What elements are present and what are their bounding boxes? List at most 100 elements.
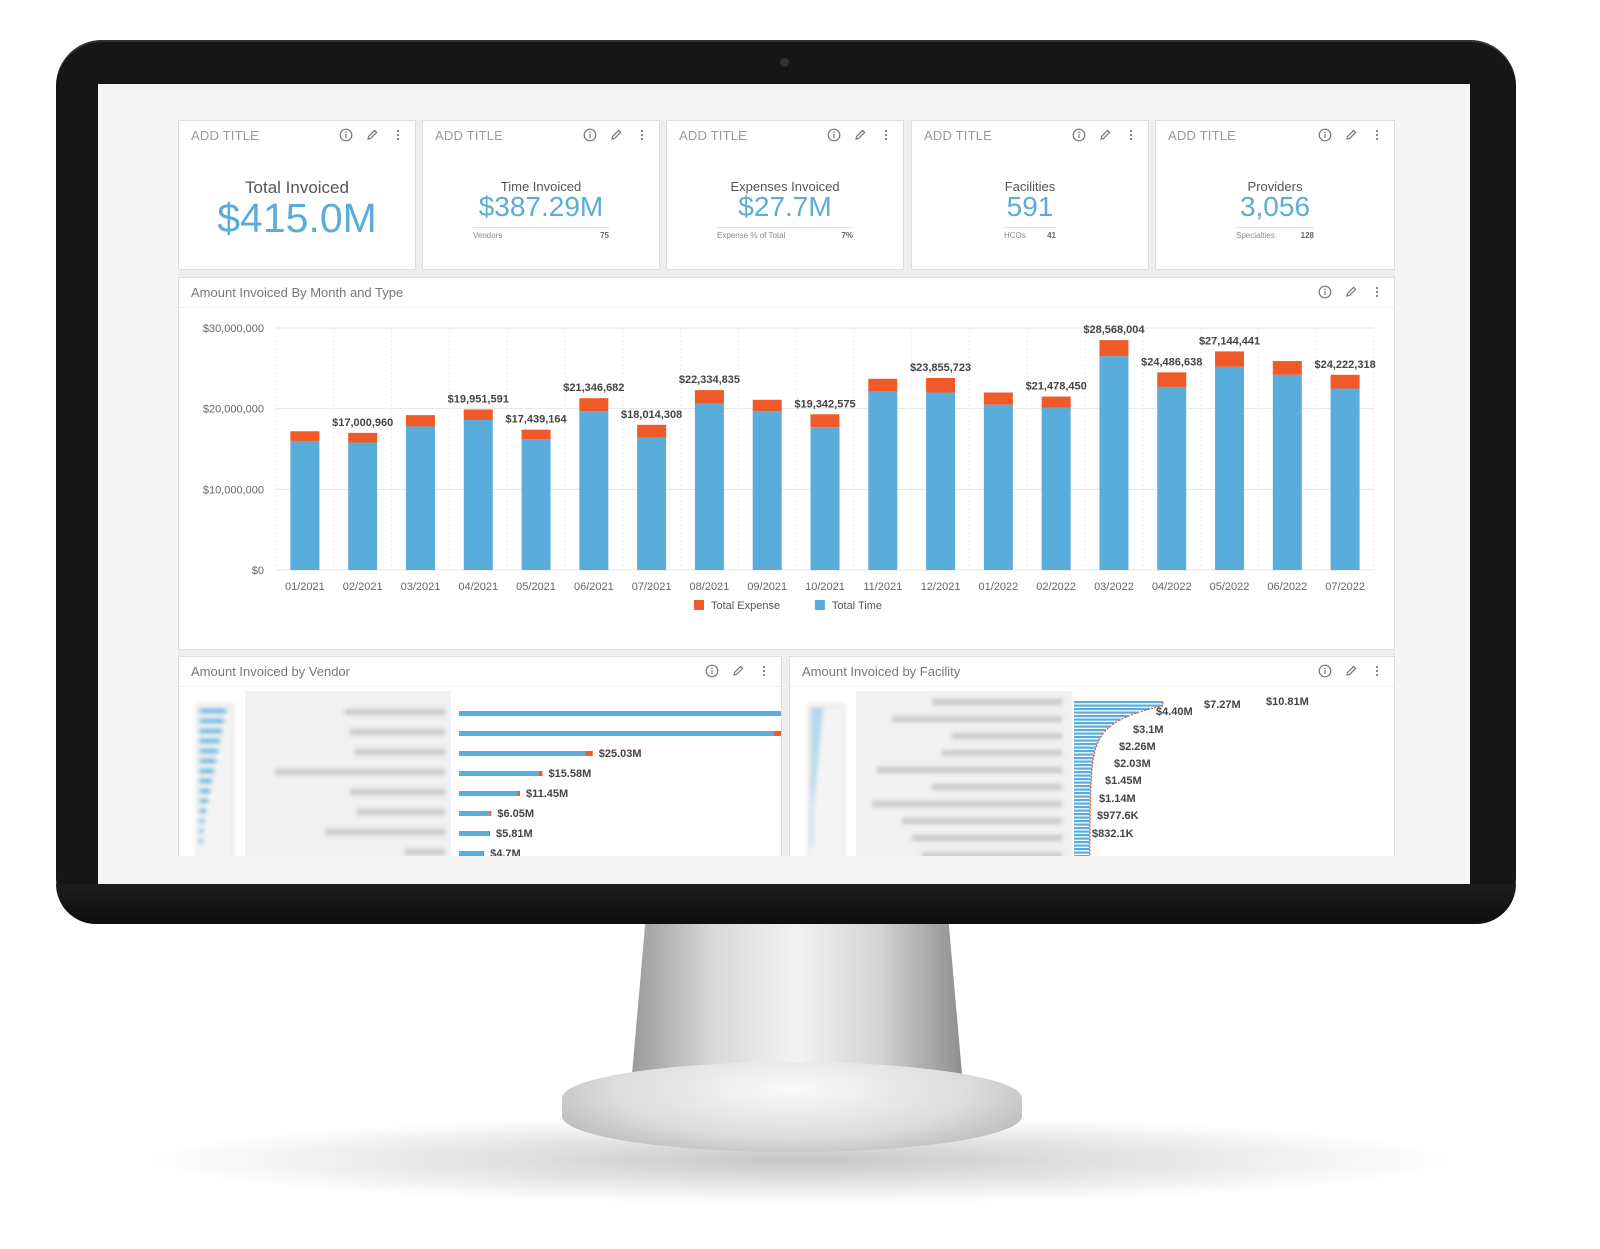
minimap-bar: [811, 754, 819, 756]
minimap-bar: [811, 714, 823, 716]
panel-title[interactable]: Amount Invoiced by Vendor: [191, 664, 350, 679]
pencil-icon[interactable]: [1344, 128, 1358, 142]
facility-horizontal-bar-chart: $10.81M $7.27M $4.40M $3.1M $2.26M $2.03M $1.4…: [807, 691, 1309, 856]
facility-bar: [1074, 764, 1093, 767]
more-vertical-icon[interactable]: [1370, 285, 1384, 299]
minimap-bar: [200, 739, 220, 743]
x-tick-label: 11/2021: [863, 581, 902, 593]
pencil-icon[interactable]: [731, 664, 745, 678]
info-icon[interactable]: [1318, 664, 1332, 678]
facility-bar: [1074, 834, 1090, 837]
bar-total-time: [1157, 386, 1187, 570]
info-icon[interactable]: [1318, 285, 1332, 299]
vendor-bar-expense: [517, 791, 520, 796]
monitor-chin: [56, 884, 1516, 924]
month-stacked-bar-chart: $0 $10,000,000 $20,000,000 $30,000,000 01/20…: [203, 323, 1376, 612]
vendor-navigator-minimap: [196, 704, 234, 856]
facility-name-placeholder: [892, 716, 1062, 722]
vendor-bar-label: $5.81M: [496, 828, 533, 840]
kpi-sub-value: 75: [600, 231, 609, 240]
x-tick-label: 03/2021: [401, 581, 441, 593]
bar-total-expense: [463, 409, 493, 420]
minimap-bar: [811, 839, 813, 841]
info-icon[interactable]: [339, 128, 353, 142]
vendor-bar-time: [459, 711, 781, 716]
blurred-facility-names: [872, 699, 1062, 856]
facility-bar: [1074, 722, 1115, 725]
pencil-icon[interactable]: [1344, 285, 1358, 299]
minimap-bar: [811, 769, 817, 771]
minimap-bar: [200, 789, 210, 793]
pencil-icon[interactable]: [365, 128, 379, 142]
x-tick-label: 06/2022: [1267, 581, 1307, 593]
vendor-name-placeholder: [325, 829, 445, 835]
info-icon[interactable]: [1072, 128, 1086, 142]
panel-actions: [1318, 285, 1384, 299]
kpi-sub-label: Expense % of Total: [717, 231, 786, 240]
kpi-card-title[interactable]: ADD TITLE: [435, 128, 504, 143]
vendor-bar-label: $4.7M: [490, 848, 521, 856]
facility-bar: [1074, 778, 1092, 781]
minimap-bar: [811, 804, 814, 806]
minimap-bar: [811, 774, 817, 776]
facility-bar: [1074, 736, 1101, 739]
pencil-icon[interactable]: [853, 128, 867, 142]
kpi-label: Time Invoiced: [500, 179, 582, 194]
bar-total-expense: [694, 390, 724, 404]
more-vertical-icon[interactable]: [391, 128, 405, 142]
bar-total-time: [868, 391, 898, 570]
pencil-icon[interactable]: [609, 128, 623, 142]
vendor-name-placeholder: [350, 789, 445, 795]
bar-total-time: [1272, 374, 1302, 570]
more-vertical-icon[interactable]: [635, 128, 649, 142]
facility-bar: [1074, 757, 1094, 760]
bar-total-time: [983, 404, 1013, 570]
info-icon[interactable]: [583, 128, 597, 142]
kpi-sub-label: HCOs: [1004, 231, 1026, 240]
facility-bar: [1074, 701, 1163, 704]
vendor-bar-label: $6.05M: [497, 808, 534, 820]
more-vertical-icon[interactable]: [1370, 128, 1384, 142]
facility-bar-label: $2.26M: [1119, 741, 1156, 753]
minimap-bar: [200, 809, 206, 813]
pencil-icon[interactable]: [1098, 128, 1112, 142]
bar-total-expense: [1272, 361, 1302, 375]
minimap-bar: [811, 809, 813, 811]
more-vertical-icon[interactable]: [757, 664, 771, 678]
minimap-bar: [811, 724, 822, 726]
kpi-sub-label: Vendors: [473, 231, 503, 240]
minimap-bar: [200, 749, 218, 753]
kpi-card-title[interactable]: ADD TITLE: [191, 128, 260, 143]
kpi-card-time-invoiced: ADD TITLE Time Invoiced $387.29M Vendors…: [422, 120, 660, 270]
facility-bar: [1074, 729, 1107, 732]
more-vertical-icon[interactable]: [879, 128, 893, 142]
facility-bar-label: $977.6K: [1097, 810, 1139, 822]
facility-name-placeholder: [877, 767, 1062, 773]
webcam-dot: [780, 58, 789, 67]
panel-actions: [1318, 128, 1384, 142]
more-vertical-icon[interactable]: [1124, 128, 1138, 142]
info-icon[interactable]: [705, 664, 719, 678]
panel-title[interactable]: Amount Invoiced by Facility: [802, 664, 961, 679]
bar-data-label: $21,478,450: [1026, 381, 1087, 393]
info-icon[interactable]: [827, 128, 841, 142]
kpi-value: 591: [1006, 191, 1054, 222]
facility-bar: [1074, 767, 1093, 770]
bar-data-label: $17,439,164: [505, 414, 567, 426]
more-vertical-icon[interactable]: [1370, 664, 1384, 678]
facility-name-placeholder: [952, 733, 1062, 739]
info-icon[interactable]: [1318, 128, 1332, 142]
kpi-card-title[interactable]: ADD TITLE: [1168, 128, 1237, 143]
bar-total-expense: [579, 398, 609, 412]
bar-data-label: $22,334,835: [679, 374, 740, 386]
facility-bar-label: $832.1K: [1092, 828, 1134, 840]
legend-label: Total Time: [832, 600, 882, 612]
panel-title[interactable]: Amount Invoiced By Month and Type: [191, 285, 404, 300]
kpi-card-title[interactable]: ADD TITLE: [679, 128, 748, 143]
monitor-stand-base: [562, 1062, 1022, 1152]
bar-total-time: [694, 403, 724, 570]
kpi-card-title[interactable]: ADD TITLE: [924, 128, 993, 143]
pencil-icon[interactable]: [1344, 664, 1358, 678]
bar-total-expense: [1099, 340, 1129, 357]
kpi-label: Providers: [1247, 179, 1303, 194]
